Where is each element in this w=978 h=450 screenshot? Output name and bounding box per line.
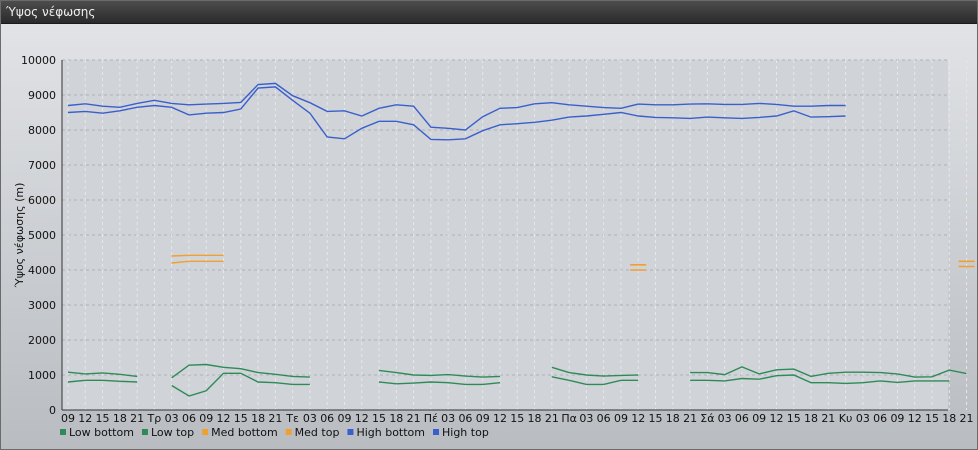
x-tick-label: 15 [96, 412, 110, 425]
series-line-low-bottom [378, 381, 501, 386]
legend: Low bottom Low top Med bottom Med top High b… [60, 426, 489, 439]
x-tick-label: 18 [113, 412, 127, 425]
series-line-med-bottom [171, 260, 224, 264]
x-tick-label: 21 [960, 412, 974, 425]
legend-swatch [60, 429, 66, 435]
y-tick-label: 4000 [28, 264, 56, 277]
y-tick-label: 7000 [28, 159, 56, 172]
series-line-low-top [67, 371, 138, 378]
x-tick-label: 18 [251, 412, 265, 425]
x-tick-label: 12 [631, 412, 645, 425]
series-line-high-bottom [67, 86, 846, 141]
x-tick-label: Τε [285, 412, 299, 425]
x-tick-label: 03 [165, 412, 179, 425]
x-tick-label: 21 [268, 412, 282, 425]
y-tick-label: 10000 [21, 54, 56, 67]
x-tick-label: 12 [355, 412, 369, 425]
legend-label: Med top [295, 426, 340, 439]
window-title: Ύψος νέφωσης [6, 5, 96, 19]
x-tick-label: 21 [683, 412, 697, 425]
x-tick-label: 03 [579, 412, 593, 425]
legend-label: Med bottom [211, 426, 278, 439]
x-tick-label: 18 [389, 412, 403, 425]
y-tick-label: 3000 [28, 299, 56, 312]
x-tick-label: 12 [78, 412, 92, 425]
x-tick-label: 09 [61, 412, 75, 425]
legend-label: High bottom [356, 426, 425, 439]
y-tick-label: 5000 [28, 229, 56, 242]
series-line-med-top [171, 254, 224, 257]
legend-label: High top [442, 426, 489, 439]
x-tick-label: Σά [700, 412, 714, 425]
y-tick-label: 8000 [28, 124, 56, 137]
legend-swatch [141, 429, 148, 435]
x-tick-label: 06 [182, 412, 196, 425]
series-line-low-top [551, 366, 639, 377]
x-tick-label: 03 [303, 412, 317, 425]
grid-lines [62, 59, 968, 410]
x-tick-label: 09 [337, 412, 351, 425]
series-line-low-bottom [171, 372, 310, 397]
x-axis-ticks: 09 12 15 18 21 Τρ 03 06 09 12 15 18 21 Τε 03 06 09 12 15 18… [61, 412, 974, 425]
x-tick-label: 06 [873, 412, 887, 425]
x-tick-label: 06 [735, 412, 749, 425]
x-tick-label: 15 [234, 412, 248, 425]
x-tick-label: 18 [528, 412, 542, 425]
series-lines [67, 82, 975, 397]
x-tick-label: 06 [458, 412, 472, 425]
x-tick-label: 15 [787, 412, 801, 425]
x-tick-label: 09 [752, 412, 766, 425]
x-tick-label: Τρ [147, 412, 162, 425]
series-line-low-top [171, 363, 310, 379]
x-tick-label: 09 [476, 412, 490, 425]
x-tick-label: 06 [320, 412, 334, 425]
x-tick-label: Κυ [839, 412, 853, 425]
legend-label: Low bottom [69, 426, 134, 439]
series-line-low-bottom [67, 379, 138, 383]
y-tick-label: 6000 [28, 194, 56, 207]
y-tick-label: 0 [49, 404, 56, 417]
x-tick-label: 15 [510, 412, 524, 425]
x-tick-label: 09 [614, 412, 628, 425]
y-axis-label: Ύψος νέφωσης (m) [13, 183, 26, 289]
x-tick-label: 21 [407, 412, 421, 425]
x-tick-label: 12 [769, 412, 783, 425]
y-tick-label: 2000 [28, 334, 56, 347]
x-tick-label: 15 [372, 412, 386, 425]
x-tick-label: 18 [804, 412, 818, 425]
x-tick-label: 03 [441, 412, 455, 425]
x-tick-label: 09 [199, 412, 213, 425]
x-tick-label: 12 [217, 412, 231, 425]
legend-swatch [433, 429, 439, 435]
x-tick-label: 21 [130, 412, 144, 425]
x-tick-label: 03 [718, 412, 732, 425]
x-tick-label: 06 [597, 412, 611, 425]
series-line-low-bottom [690, 374, 950, 385]
x-tick-label: 12 [908, 412, 922, 425]
x-tick-label: 12 [493, 412, 507, 425]
title-bar: Ύψος νέφωσης [1, 1, 977, 24]
x-tick-label: 15 [925, 412, 939, 425]
series-line-low-top [378, 369, 501, 378]
x-tick-label: 21 [545, 412, 559, 425]
y-tick-label: 1000 [28, 369, 56, 382]
x-tick-label: 03 [856, 412, 870, 425]
legend-label: Low top [151, 426, 194, 439]
legend-swatch [347, 429, 354, 435]
y-tick-label: 9000 [28, 89, 56, 102]
series-line-low-bottom [551, 376, 639, 386]
x-tick-label: 18 [666, 412, 680, 425]
x-tick-label: Πα [561, 412, 577, 425]
x-tick-label: 18 [942, 412, 956, 425]
series-line-high-top [67, 82, 846, 131]
x-tick-label: 21 [821, 412, 835, 425]
legend-swatch [202, 429, 209, 435]
y-axis-ticks: 0 1000 2000 3000 4000 5000 6000 7000 8000 9000 100… [21, 54, 56, 417]
legend-swatch [285, 429, 292, 435]
series-line-low-top [690, 366, 967, 378]
x-tick-label: 15 [649, 412, 663, 425]
x-tick-label: 09 [890, 412, 904, 425]
x-tick-label: Πέ [424, 412, 438, 425]
